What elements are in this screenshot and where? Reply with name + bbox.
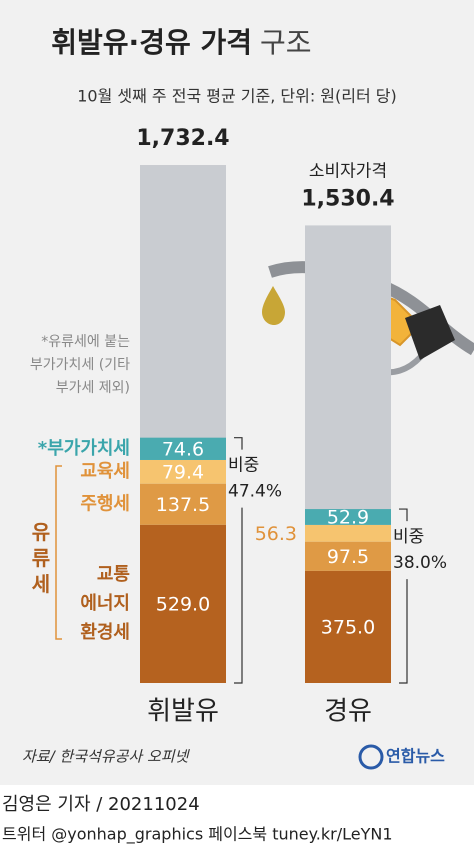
segment (305, 509, 391, 525)
category-label: 경유 (324, 697, 372, 727)
segment-label: 97.5 (327, 546, 369, 568)
group-bracket (55, 465, 62, 640)
segment-label: 52.9 (327, 506, 369, 528)
drop (262, 286, 285, 325)
footer-background (0, 785, 474, 850)
segment (140, 459, 226, 484)
segment-label: 56.3 (255, 523, 297, 545)
total-caption: 소비자가격 (309, 161, 387, 181)
note: *유류세에 붙는 (41, 334, 130, 350)
category-label: 휘발유 (147, 697, 219, 727)
segment-label: 529.0 (156, 593, 210, 615)
logo-mark (358, 744, 384, 770)
title: 휘발유·경유 가격 (51, 26, 252, 59)
share-label: 비중 (393, 527, 424, 547)
segment (140, 524, 226, 683)
segment-label: 74.6 (162, 438, 204, 460)
segment-label: 137.5 (156, 494, 210, 516)
series-name-line: 환경세 (80, 621, 130, 643)
background (0, 0, 474, 785)
total-label: 1,530.4 (301, 186, 394, 211)
share-bracket (399, 508, 408, 684)
segment (305, 524, 391, 542)
share-label: 비중 (228, 456, 259, 476)
series-name-line: 교통 (97, 564, 130, 585)
series-name: 교육세 (80, 461, 130, 482)
byline: 김영은 기자 / 20211024 (2, 794, 200, 815)
series-name: *부가가치세 (38, 438, 130, 459)
segment (305, 541, 391, 571)
segment (140, 437, 226, 460)
share-bracket (234, 437, 243, 684)
share-value: 38.0% (393, 553, 447, 573)
note: 부가세 제외) (56, 380, 130, 396)
segment (305, 570, 391, 683)
total-label: 1,732.4 (136, 126, 229, 151)
logo: 연합뉴스 (386, 747, 445, 766)
group-label: 유류세 (28, 521, 52, 599)
segment-label: 79.4 (162, 461, 204, 483)
share-value: 47.4% (228, 482, 282, 502)
segment-label: 375.0 (321, 616, 375, 638)
title-light: 구조 (260, 26, 312, 59)
nozzle-grip (405, 305, 455, 360)
series-name-line: 에너지 (80, 593, 130, 614)
note: 부가가치세 (기타 (30, 357, 130, 373)
subtitle: 10월 셋째 주 전국 평균 기준, 단위: 원(리터 당) (77, 87, 397, 106)
series-name: 주행세 (80, 493, 130, 514)
social: 트위터 @yonhap_graphics 페이스북 tuney.kr/LeYN1 (2, 825, 393, 845)
segment (140, 483, 226, 525)
source: 자료/ 한국석유공사 오피넷 (22, 748, 191, 766)
